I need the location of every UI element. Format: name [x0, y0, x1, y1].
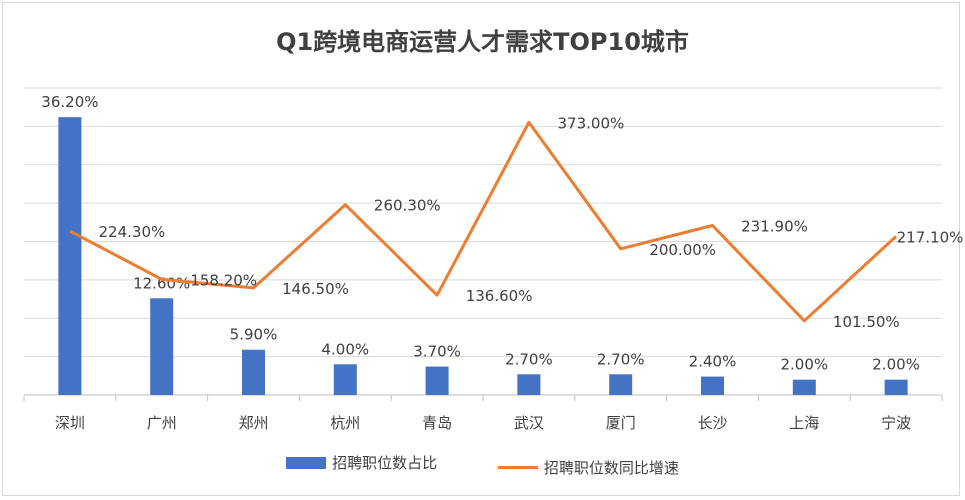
line-data-label-6: 200.00%	[649, 241, 716, 259]
line-data-label-4: 136.60%	[466, 287, 533, 305]
line-data-label-8: 101.50%	[833, 313, 900, 331]
bar-4	[425, 366, 449, 395]
bar-data-label-9: 2.00%	[872, 356, 920, 374]
bar-data-label-0: 36.20%	[41, 93, 98, 111]
legend-item-bar: 招聘职位数占比	[286, 452, 437, 473]
bar-1	[150, 298, 174, 395]
line-data-label-9: 217.10%	[897, 228, 964, 246]
legend-bar-swatch	[286, 456, 327, 469]
x-tick-label-2: 郑州	[238, 414, 268, 432]
bar-data-label-5: 2.70%	[505, 350, 553, 368]
x-tick-label-9: 宁波	[881, 414, 911, 432]
x-tick-label-1: 广州	[147, 414, 177, 432]
legend-line-swatch	[497, 465, 538, 469]
x-tick-label-8: 上海	[789, 414, 819, 432]
line-data-label-3: 260.30%	[374, 197, 441, 215]
bar-data-label-2: 5.90%	[230, 326, 278, 344]
bar-data-label-4: 3.70%	[413, 343, 461, 361]
bar-data-label-8: 2.00%	[780, 356, 828, 374]
x-tick-label-3: 杭州	[330, 414, 360, 432]
line-data-label-7: 231.90%	[741, 217, 808, 235]
bar-3	[333, 364, 357, 395]
x-tick-label-7: 长沙	[697, 414, 727, 432]
bar-8	[792, 379, 816, 395]
bar-9	[884, 379, 908, 395]
bar-6	[609, 374, 633, 395]
bar-7	[701, 376, 724, 395]
x-tick-label-4: 青岛	[422, 414, 452, 432]
line-data-label-5: 373.00%	[558, 114, 625, 132]
legend-item-line: 招聘职位数同比增速	[497, 457, 679, 478]
line-data-label-1: 158.20%	[190, 271, 257, 289]
bar-5	[517, 374, 541, 395]
bar-0	[58, 117, 82, 395]
bar-data-label-6: 2.70%	[597, 350, 645, 368]
line-data-label-2: 146.50%	[282, 280, 349, 298]
legend-bar-label: 招聘职位数占比	[332, 454, 438, 472]
legend-line-label: 招聘职位数同比增速	[543, 458, 679, 477]
chart-legend: 招聘职位数占比 招聘职位数同比增速	[0, 452, 965, 478]
bar-data-label-7: 2.40%	[689, 353, 737, 371]
x-tick-label-0: 深圳	[55, 414, 85, 432]
bar-data-label-3: 4.00%	[321, 340, 369, 358]
x-tick-label-6: 厦门	[606, 414, 636, 432]
bar-2	[242, 349, 265, 395]
line-series	[69, 120, 898, 323]
x-tick-label-5: 武汉	[514, 414, 544, 432]
bar-data-label-1: 12.60%	[133, 274, 190, 292]
line-data-label-0: 224.30%	[99, 223, 166, 241]
chart-title: Q1跨境电商运营人才需求TOP10城市	[276, 28, 689, 56]
